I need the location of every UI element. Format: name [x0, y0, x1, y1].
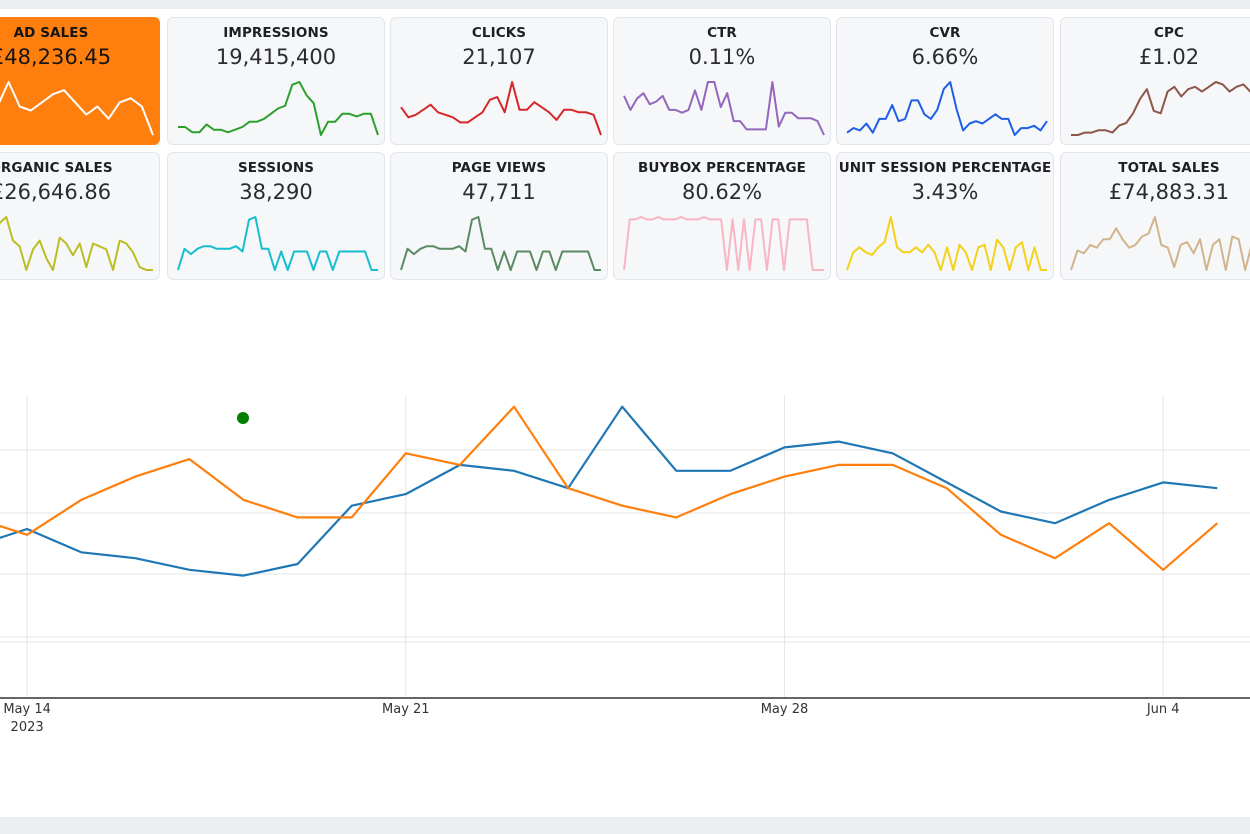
kpi-card-ctr[interactable]: CTR 0.11%	[613, 17, 831, 145]
kpi-sparkline	[846, 216, 1047, 271]
kpi-card-value: 47,711	[462, 180, 536, 204]
kpi-sparkline	[623, 81, 825, 136]
kpi-sparkline-line	[0, 216, 153, 271]
kpi-sparkline-line	[846, 216, 1047, 271]
kpi-card-value: £1.02	[1138, 45, 1200, 69]
kpi-card-value: 19,415,400	[215, 45, 337, 69]
kpi-card-label: AD SALES	[13, 25, 89, 41]
kpi-sparkline	[1071, 81, 1250, 136]
kpi-sparkline-line	[0, 81, 154, 136]
kpi-sparkline-line	[177, 216, 378, 271]
series-line-1	[0, 405, 1218, 577]
kpi-card-value: 21,107	[462, 45, 536, 69]
top-bar	[0, 0, 1250, 9]
highlight-marker-dot[interactable]	[237, 412, 249, 424]
kpi-sparkline-line	[178, 81, 379, 136]
kpi-card-value: 6.66%	[911, 45, 979, 69]
kpi-sparkline	[846, 81, 1048, 136]
kpi-card-label: ORGANIC SALES	[0, 160, 113, 176]
kpi-card-label: BUYBOX PERCENTAGE	[638, 160, 806, 176]
kpi-sparkline-line	[400, 216, 601, 271]
kpi-card-value: 3.43%	[911, 180, 979, 204]
x-tick-label: May 28	[761, 702, 809, 717]
kpi-card-value: £48,236.45	[0, 45, 112, 69]
kpi-card-value: 38,290	[239, 180, 313, 204]
x-tick-label: May 14	[3, 702, 51, 717]
kpi-card-ad-sales[interactable]: AD SALES £48,236.45	[0, 17, 160, 145]
kpi-sparkline	[177, 216, 378, 271]
kpi-sparkline-line	[623, 216, 824, 271]
kpi-card-label: CVR	[929, 25, 961, 41]
series-line-2	[0, 405, 1219, 571]
kpi-card-value: 0.11%	[688, 45, 756, 69]
kpi-card-buybox-percentage[interactable]: BUYBOX PERCENTAGE 80.62%	[613, 152, 831, 280]
main-line-chart: May 14 2023 May 21 May 28 Jun 4	[0, 395, 1250, 735]
x-tick-year-label: 2023	[11, 720, 44, 735]
kpi-sparkline-line	[1071, 81, 1250, 136]
kpi-card-cvr[interactable]: CVR 6.66%	[836, 17, 1054, 145]
kpi-sparkline	[0, 216, 153, 271]
kpi-card-unit-session-percentage[interactable]: UNIT SESSION PERCENTAGE 3.43%	[836, 152, 1054, 280]
x-tick-label: May 21	[382, 702, 430, 717]
kpi-card-impressions[interactable]: IMPRESSIONS 19,415,400	[167, 17, 385, 145]
kpi-sparkline	[400, 81, 602, 136]
x-tick-label: Jun 4	[1146, 702, 1180, 717]
kpi-card-label: SESSIONS	[237, 160, 315, 176]
kpi-sparkline	[1070, 216, 1250, 271]
kpi-card-clicks[interactable]: CLICKS 21,107	[390, 17, 608, 145]
kpi-card-label: TOTAL SALES	[1118, 160, 1220, 176]
kpi-sparkline-line	[1070, 216, 1250, 271]
kpi-card-label: CTR	[707, 25, 737, 41]
kpi-sparkline-line	[623, 81, 825, 136]
kpi-card-sessions[interactable]: SESSIONS 38,290	[167, 152, 385, 280]
kpi-card-value: £74,883.31	[1108, 180, 1230, 204]
kpi-sparkline-line	[400, 81, 602, 136]
kpi-card-label: PAGE VIEWS	[451, 160, 547, 176]
kpi-card-page-views[interactable]: PAGE VIEWS 47,711	[390, 152, 608, 280]
bottom-bar	[0, 817, 1250, 834]
kpi-sparkline-line	[846, 81, 1048, 136]
kpi-card-label: CPC	[1153, 25, 1184, 41]
kpi-sparkline	[623, 216, 824, 271]
kpi-card-value: £26,646.86	[0, 180, 112, 204]
kpi-card-cpc[interactable]: CPC £1.02	[1060, 17, 1250, 145]
kpi-card-organic-sales[interactable]: ORGANIC SALES £26,646.86	[0, 152, 160, 280]
kpi-sparkline	[400, 216, 601, 271]
kpi-card-label: CLICKS	[471, 25, 527, 41]
kpi-card-label: UNIT SESSION PERCENTAGE	[838, 160, 1052, 176]
kpi-card-value: 80.62%	[681, 180, 763, 204]
kpi-sparkline	[0, 81, 154, 136]
kpi-card-label: IMPRESSIONS	[223, 25, 329, 41]
kpi-sparkline	[178, 81, 379, 136]
kpi-card-total-sales[interactable]: TOTAL SALES £74,883.31	[1060, 152, 1250, 280]
